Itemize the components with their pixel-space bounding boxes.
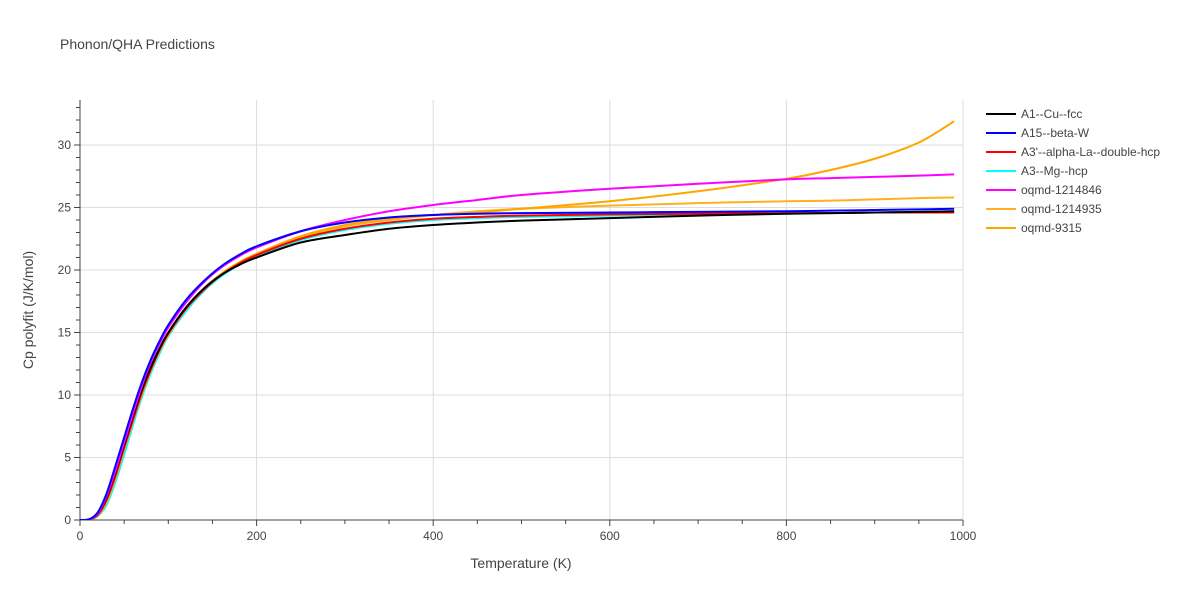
legend-label-oqmd-1214935: oqmd-1214935 (1021, 202, 1102, 216)
series-lines (80, 120, 955, 520)
x-tick-label: 0 (77, 529, 84, 543)
legend-label-oqmd-9315: oqmd-9315 (1021, 221, 1082, 235)
tick-labels: 0 200 400 600 800 1000 0 5 10 15 20 25 30 (58, 138, 977, 543)
chart-title: Phonon/QHA Predictions (60, 36, 215, 52)
series-line-a3-mg-hcp (80, 210, 955, 520)
legend-label-a15-beta-w: A15--beta-W (1021, 126, 1090, 140)
y-tick-label: 0 (64, 513, 71, 527)
series-line-a3-alpha-la-double-hcp (80, 211, 955, 520)
y-tick-label: 5 (64, 451, 71, 465)
y-tick-label: 10 (58, 388, 72, 402)
legend-label-a3-mg-hcp: A3--Mg--hcp (1021, 164, 1088, 178)
grid (80, 100, 964, 520)
y-axis-title: Cp polyfit (J/K/mol) (20, 251, 36, 369)
legend-label-oqmd-1214846: oqmd-1214846 (1021, 183, 1102, 197)
series-line-a1-cu-fcc (80, 210, 955, 520)
x-axis-title: Temperature (K) (470, 555, 571, 571)
y-tick-label: 15 (58, 326, 72, 340)
x-tick-label: 400 (423, 529, 443, 543)
x-tick-label: 600 (600, 529, 620, 543)
x-tick-label: 1000 (950, 529, 977, 543)
y-tick-label: 25 (58, 201, 72, 215)
series-line-oqmd-1214935 (80, 196, 955, 520)
x-tick-label: 200 (247, 529, 267, 543)
legend-label-a1-cu-fcc: A1--Cu--fcc (1021, 107, 1082, 121)
axes (74, 100, 964, 526)
legend-label-a3-alpha-la-double-hcp: A3'--alpha-La--double-hcp (1021, 145, 1160, 159)
x-tick-label: 800 (776, 529, 796, 543)
legend: A1--Cu--fcc A15--beta-W A3'--alpha-La--dou… (986, 107, 1160, 235)
series-line-a15-beta-w (80, 207, 955, 520)
y-tick-label: 30 (58, 138, 72, 152)
series-line-oqmd-1214846 (80, 173, 955, 520)
y-tick-label: 20 (58, 263, 72, 277)
series-line-oqmd-9315 (80, 120, 955, 520)
